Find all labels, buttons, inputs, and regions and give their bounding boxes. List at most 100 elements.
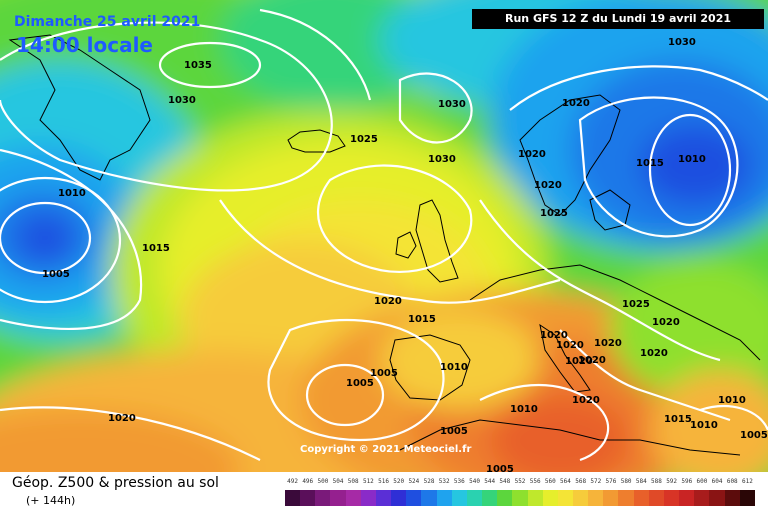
pressure-label: 1005 bbox=[346, 378, 374, 389]
color-scale-swatch bbox=[679, 490, 695, 506]
pressure-label: 1020 bbox=[572, 395, 600, 406]
forecast-lead-time: (+ 144h) bbox=[26, 494, 76, 507]
color-scale-labels: 492 496 500 504 508 512 516 520 524 528 532 536 540 5… bbox=[285, 478, 755, 490]
color-scale-swatch bbox=[315, 490, 331, 506]
color-scale-swatch bbox=[633, 490, 649, 506]
color-scale-label: 524 bbox=[408, 478, 420, 485]
pressure-label: 1005 bbox=[42, 269, 70, 280]
color-scale-label: 512 bbox=[362, 478, 374, 485]
color-scale-swatch bbox=[497, 490, 513, 506]
color-scale-label: 596 bbox=[681, 478, 693, 485]
color-scale-swatch bbox=[663, 490, 680, 506]
pressure-label: 1005 bbox=[486, 464, 514, 472]
pressure-label: 1025 bbox=[540, 208, 568, 219]
color-scale-swatch bbox=[360, 490, 376, 506]
color-scale-label: 540 bbox=[469, 478, 480, 485]
color-scale-label: 496 bbox=[302, 478, 314, 485]
color-scale-label: 572 bbox=[590, 478, 602, 485]
pressure-label: 1030 bbox=[168, 95, 196, 106]
map-canvas: 1035 1030 1030 1025 1030 1030 1010 1005 … bbox=[0, 0, 768, 472]
legend-footer: Géop. Z500 & pression au sol (+ 144h) 49… bbox=[0, 472, 768, 512]
pressure-label: 1030 bbox=[668, 37, 696, 48]
pressure-label: 1020 bbox=[652, 317, 680, 328]
pressure-label: 1020 bbox=[578, 355, 606, 366]
pressure-label: 1010 bbox=[440, 362, 468, 373]
color-scale-label: 492 bbox=[287, 478, 298, 485]
color-scale-label: 584 bbox=[635, 478, 647, 485]
color-scale-bar bbox=[285, 490, 755, 506]
color-scale-label: 600 bbox=[696, 478, 708, 485]
color-scale-label: 560 bbox=[544, 478, 556, 485]
pressure-label: 1020 bbox=[594, 338, 622, 349]
pressure-label: 1015 bbox=[142, 243, 170, 254]
color-scale-swatch bbox=[724, 490, 740, 506]
color-scale-label: 516 bbox=[378, 478, 389, 485]
pressure-label: 1015 bbox=[664, 414, 692, 425]
color-scale-label: 500 bbox=[317, 478, 329, 485]
pressure-label: 1020 bbox=[108, 413, 136, 424]
forecast-date: Dimanche 25 avril 2021 bbox=[14, 14, 201, 30]
isobars bbox=[0, 8, 768, 462]
color-scale-swatch bbox=[527, 490, 543, 506]
color-scale-swatch bbox=[466, 490, 483, 506]
color-scale-label: 604 bbox=[711, 478, 723, 485]
color-scale-swatch bbox=[391, 490, 407, 506]
color-scale-label: 552 bbox=[514, 478, 526, 485]
color-scale-label: 564 bbox=[560, 478, 571, 485]
pressure-label: 1015 bbox=[408, 314, 436, 325]
pressure-label: 1025 bbox=[622, 299, 650, 310]
color-scale-swatch bbox=[421, 490, 437, 506]
pressure-label: 1010 bbox=[510, 404, 538, 415]
color-scale-swatch bbox=[285, 490, 301, 506]
color-scale-label: 520 bbox=[393, 478, 405, 485]
color-scale-swatch bbox=[739, 490, 755, 506]
pressure-label: 1020 bbox=[518, 149, 546, 160]
color-scale-swatch bbox=[694, 490, 710, 506]
color-scale-label: 576 bbox=[605, 478, 617, 485]
color-scale-label: 612 bbox=[741, 478, 753, 485]
color-scale: 492 496 500 504 508 512 516 520 524 528 532 536 540 5… bbox=[285, 478, 755, 510]
color-scale-label: 528 bbox=[423, 478, 435, 485]
pressure-label: 1020 bbox=[565, 356, 593, 367]
color-scale-swatch bbox=[572, 490, 589, 506]
color-scale-swatch bbox=[588, 490, 604, 506]
pressure-label: 1015 bbox=[636, 158, 664, 169]
color-scale-swatch bbox=[512, 490, 528, 506]
pressure-label: 1005 bbox=[370, 368, 398, 379]
color-scale-swatch bbox=[375, 490, 392, 506]
color-scale-swatch bbox=[345, 490, 361, 506]
pressure-label: 1005 bbox=[740, 430, 768, 441]
pressure-label: 1020 bbox=[540, 330, 568, 341]
color-scale-swatch bbox=[709, 490, 725, 506]
color-scale-label: 580 bbox=[620, 478, 632, 485]
isobar-labels: 1035 1030 1030 1025 1030 1030 1010 1005 … bbox=[42, 37, 768, 472]
color-scale-label: 548 bbox=[499, 478, 511, 485]
color-scale-swatch bbox=[451, 490, 467, 506]
pressure-label: 1005 bbox=[440, 426, 468, 437]
run-info-banner: Run GFS 12 Z du Lundi 19 avril 2021 bbox=[472, 9, 764, 29]
pressure-label: 1020 bbox=[640, 348, 668, 359]
color-scale-label: 532 bbox=[438, 478, 450, 485]
pressure-label: 1010 bbox=[678, 154, 706, 165]
color-scale-label: 608 bbox=[726, 478, 738, 485]
color-scale-swatch bbox=[648, 490, 664, 506]
geopotential-field: 1035 1030 1030 1025 1030 1030 1010 1005 … bbox=[0, 0, 768, 472]
color-scale-swatch bbox=[300, 490, 316, 506]
pressure-label: 1020 bbox=[534, 180, 562, 191]
color-scale-label: 508 bbox=[347, 478, 359, 485]
pressure-label: 1020 bbox=[562, 98, 590, 109]
pressure-label: 1025 bbox=[350, 134, 378, 145]
pressure-label: 1030 bbox=[428, 154, 456, 165]
color-scale-label: 536 bbox=[453, 478, 465, 485]
pressure-label: 1010 bbox=[690, 420, 718, 431]
color-scale-swatch bbox=[618, 490, 634, 506]
pressure-label: 1035 bbox=[184, 60, 212, 71]
color-scale-swatch bbox=[603, 490, 619, 506]
copyright-text: Copyright © 2021 Meteociel.fr bbox=[300, 444, 472, 455]
color-scale-swatch bbox=[542, 490, 558, 506]
color-scale-swatch bbox=[557, 490, 573, 506]
pressure-label: 1010 bbox=[58, 188, 86, 199]
chart-title: Géop. Z500 & pression au sol bbox=[12, 475, 219, 491]
coastlines bbox=[8, 34, 761, 456]
